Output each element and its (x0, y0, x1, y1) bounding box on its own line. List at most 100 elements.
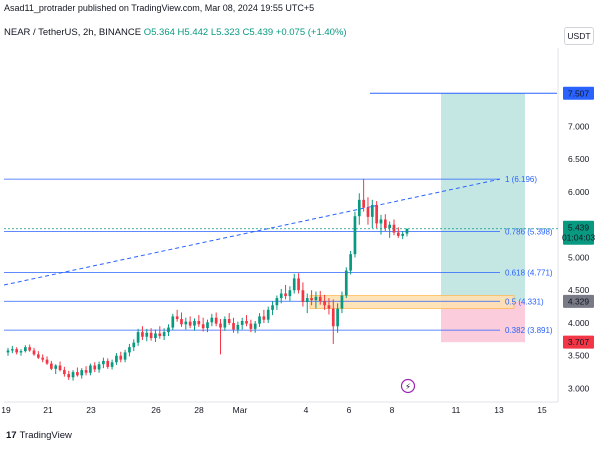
candle[interactable] (227, 319, 231, 323)
candle[interactable] (154, 333, 157, 339)
candle[interactable] (288, 290, 292, 297)
candle[interactable] (37, 354, 40, 358)
candle[interactable] (180, 319, 183, 325)
candle[interactable] (102, 360, 105, 365)
candle[interactable] (232, 322, 235, 330)
candle[interactable] (54, 365, 58, 369)
candle[interactable] (340, 295, 344, 309)
candle[interactable] (76, 372, 79, 376)
candle[interactable] (84, 370, 88, 373)
candle[interactable] (128, 347, 131, 353)
candle[interactable] (171, 316, 175, 328)
candle[interactable] (362, 199, 365, 208)
candle[interactable] (158, 333, 162, 337)
candle[interactable] (167, 327, 170, 333)
candle[interactable] (45, 359, 49, 364)
candle[interactable] (210, 317, 214, 323)
candle[interactable] (353, 216, 357, 255)
candle[interactable] (136, 332, 140, 343)
candle[interactable] (28, 347, 32, 351)
candle[interactable] (327, 305, 331, 309)
candle[interactable] (401, 233, 405, 236)
candle[interactable] (292, 278, 296, 291)
candle[interactable] (214, 317, 218, 324)
candle[interactable] (396, 232, 400, 236)
candle[interactable] (275, 298, 279, 306)
candle[interactable] (63, 370, 66, 375)
candle[interactable] (188, 321, 192, 326)
candle[interactable] (258, 316, 261, 324)
candle[interactable] (262, 316, 266, 320)
candle[interactable] (305, 298, 309, 303)
candle[interactable] (6, 350, 10, 353)
candle[interactable] (253, 323, 257, 329)
currency-button[interactable]: USDT (564, 27, 594, 45)
candle[interactable] (110, 362, 114, 367)
candle[interactable] (115, 355, 118, 363)
candle[interactable] (245, 320, 248, 324)
candle[interactable] (97, 364, 101, 370)
candle[interactable] (41, 357, 45, 360)
candle[interactable] (24, 347, 27, 352)
candle[interactable] (162, 332, 166, 337)
candle[interactable] (331, 308, 335, 327)
candle[interactable] (323, 301, 326, 306)
candle[interactable] (184, 321, 188, 325)
candle[interactable] (175, 316, 179, 320)
candle[interactable] (314, 296, 318, 301)
candle[interactable] (132, 342, 136, 348)
candle[interactable] (301, 290, 305, 303)
candle[interactable] (366, 207, 370, 217)
candle[interactable] (392, 224, 396, 233)
candle[interactable] (10, 349, 14, 351)
candle[interactable] (388, 224, 391, 228)
candle[interactable] (344, 270, 348, 296)
candle[interactable] (236, 324, 240, 330)
candle[interactable] (106, 360, 110, 367)
tradingview-footer[interactable]: 17 TradingView (6, 430, 72, 441)
symbol-name[interactable]: NEAR / TetherUS, 2h, BINANCE (4, 27, 142, 38)
candle[interactable] (58, 365, 62, 371)
candle[interactable] (240, 320, 244, 325)
candle[interactable] (284, 293, 287, 297)
candle[interactable] (383, 219, 387, 228)
candle[interactable] (67, 374, 71, 378)
candle[interactable] (32, 350, 36, 355)
candle[interactable] (266, 309, 270, 320)
candle[interactable] (145, 332, 149, 337)
candle[interactable] (349, 254, 352, 271)
candle[interactable] (379, 219, 383, 224)
target-zone[interactable] (441, 93, 525, 302)
candle[interactable] (19, 351, 23, 353)
candle[interactable] (123, 352, 127, 360)
candle[interactable] (141, 332, 144, 337)
candle[interactable] (310, 298, 313, 301)
candle[interactable] (297, 278, 300, 291)
candle[interactable] (206, 322, 209, 329)
candle[interactable] (271, 305, 274, 310)
candle[interactable] (93, 365, 97, 370)
candle[interactable] (50, 363, 53, 369)
candle[interactable] (279, 293, 283, 299)
candle[interactable] (336, 308, 339, 327)
candle[interactable] (223, 319, 227, 328)
candle[interactable] (119, 355, 123, 360)
candle[interactable] (71, 372, 75, 378)
candle[interactable] (80, 370, 84, 376)
candle[interactable] (357, 199, 361, 217)
candle[interactable] (197, 320, 201, 325)
lightning-icon[interactable] (400, 378, 416, 394)
candle[interactable] (375, 205, 378, 224)
candle[interactable] (318, 296, 322, 302)
candle[interactable] (89, 365, 92, 373)
candle[interactable] (405, 228, 409, 234)
candle[interactable] (249, 323, 253, 329)
candle[interactable] (193, 320, 196, 326)
candle[interactable] (15, 349, 19, 353)
candle[interactable] (370, 205, 374, 217)
candle[interactable] (219, 323, 222, 328)
candle[interactable] (201, 324, 205, 329)
candle[interactable] (149, 332, 153, 339)
trend-line[interactable] (3, 178, 501, 286)
